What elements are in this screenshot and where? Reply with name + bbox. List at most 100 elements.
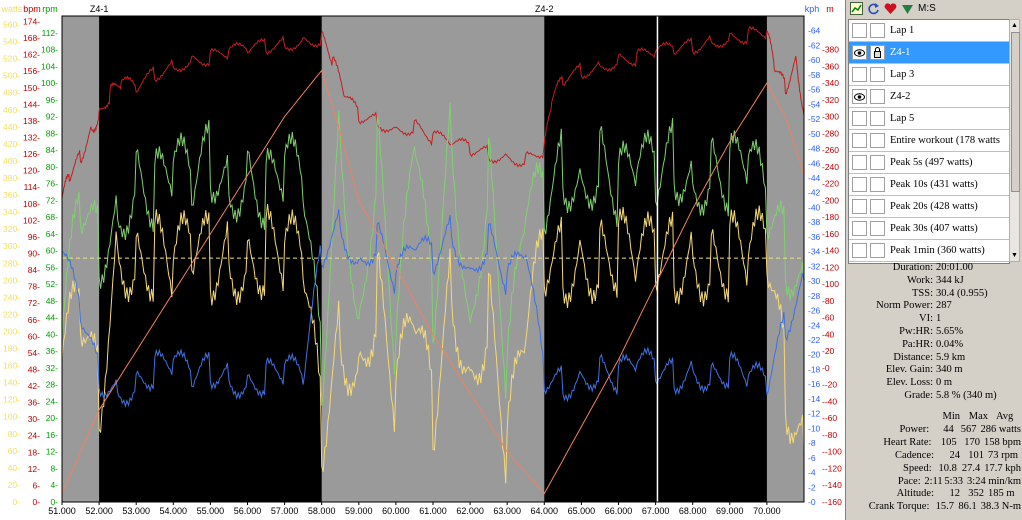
lock-icon[interactable]	[870, 45, 885, 60]
stat-label: Elev. Gain:	[885, 364, 933, 376]
tick-label: -140	[822, 246, 839, 256]
tick-label: 280-	[3, 258, 20, 268]
tick-label: 138-	[23, 116, 40, 126]
lap-row[interactable]: Peak 20s (428 watts)	[849, 196, 1009, 218]
lap-list[interactable]: Lap 1 Z4-1 Lap 3 Z4-2 Lap 5 Entire workout (1…	[848, 19, 1010, 264]
minmax-table: Power: 44 567 286 watts Heart Rate: 105 170 158…	[846, 424, 1021, 514]
lap-list-scrollbar[interactable]: ▲ ▼	[1009, 19, 1020, 262]
tick-label: 0-	[32, 497, 40, 507]
tick-label: 36-	[46, 346, 58, 356]
scroll-down-icon[interactable]: ▼	[1011, 252, 1018, 259]
minmax-max: 101	[968, 449, 984, 461]
tick-label: 24-	[46, 396, 58, 406]
lock-checkbox[interactable]	[870, 155, 885, 170]
series-line-speed	[61, 209, 805, 409]
tick-label: 560-	[3, 20, 20, 30]
tick-label: 540-	[3, 37, 20, 47]
lock-checkbox[interactable]	[870, 133, 885, 148]
lap-row[interactable]: Peak 5s (497 watts)	[849, 152, 1009, 174]
visibility-checkbox[interactable]	[852, 177, 867, 192]
minmax-max: 5:33	[944, 475, 964, 487]
time-format-label[interactable]: M:S	[918, 3, 936, 14]
minmax-avg: 185 m	[988, 488, 1015, 500]
tick-label: 320-	[3, 224, 20, 234]
lap-label: Peak 10s (431 watts)	[890, 179, 978, 190]
scroll-thumb[interactable]	[1011, 32, 1020, 192]
tick-label: 120-	[3, 395, 20, 405]
lap-row[interactable]: Peak 10s (431 watts)	[849, 174, 1009, 196]
heart-icon[interactable]	[884, 2, 897, 15]
lock-checkbox[interactable]	[870, 23, 885, 38]
peak-icon[interactable]	[901, 2, 914, 15]
tick-label: 72-	[28, 298, 40, 308]
scroll-up-icon[interactable]: ▲	[1011, 22, 1018, 29]
tick-label: -240	[822, 162, 839, 172]
eye-icon[interactable]	[852, 45, 867, 60]
lap-row[interactable]: Lap 1	[849, 20, 1009, 42]
refresh-icon[interactable]	[867, 2, 880, 15]
lap-label: Lap 5	[890, 113, 915, 124]
lap-row[interactable]: Z4-1	[849, 42, 1009, 64]
visibility-checkbox[interactable]	[852, 199, 867, 214]
tick-label: 150-	[23, 83, 40, 93]
tick-label: -62	[808, 40, 821, 50]
tick-label: 60-	[28, 331, 40, 341]
tick-label: --20	[822, 380, 837, 390]
lap-row[interactable]: Lap 5	[849, 108, 1009, 130]
visibility-checkbox[interactable]	[852, 133, 867, 148]
lock-checkbox[interactable]	[870, 177, 885, 192]
stat-label: Duration:	[892, 262, 933, 273]
tick-label: 420-	[3, 139, 20, 149]
stat-label: TSS:	[911, 287, 933, 299]
tick-label: 300-	[3, 241, 20, 251]
tick-label: 260-	[3, 275, 20, 285]
visibility-checkbox[interactable]	[852, 155, 867, 170]
chart-area[interactable]: watts 0- 20- 40- 60- 80- 100- 120- 140- 160- 180- 2…	[0, 0, 845, 520]
tick-label: 4-	[50, 480, 58, 490]
visibility-checkbox[interactable]	[852, 221, 867, 236]
x-tick-label: 53.000	[122, 506, 150, 516]
tick-label: -50	[808, 129, 821, 139]
tick-label: -260	[822, 145, 839, 155]
visibility-checkbox[interactable]	[852, 243, 867, 258]
workout-chart[interactable]: watts 0- 20- 40- 60- 80- 100- 120- 140- 160- 180- 2…	[0, 0, 845, 520]
series-line-cadence	[61, 102, 805, 406]
stat-label: Distance:	[893, 351, 933, 363]
tick-label: 40-	[8, 463, 20, 473]
lap-row[interactable]: Z4-2	[849, 86, 1009, 108]
lock-checkbox[interactable]	[870, 199, 885, 214]
chart-view-icon[interactable]	[850, 2, 863, 15]
lap-label: Peak 5s (497 watts)	[890, 157, 973, 168]
tick-label: 108-	[41, 45, 58, 55]
tick-label: --160	[822, 497, 842, 507]
tick-label: 100-	[41, 78, 58, 88]
lock-checkbox[interactable]	[870, 111, 885, 126]
tick-label: 102-	[23, 215, 40, 225]
minmax-header: Min Max Avg	[846, 411, 1021, 422]
stat-label: Work:	[907, 274, 933, 286]
visibility-checkbox[interactable]	[852, 111, 867, 126]
tick-label: 40-	[46, 329, 58, 339]
tick-label: 180-	[3, 344, 20, 354]
stat-row: TSS: 30.4 (0.955)	[846, 288, 1021, 301]
lap-row[interactable]: Peak 1min (360 watts)	[849, 240, 1009, 262]
lock-checkbox[interactable]	[870, 67, 885, 82]
tick-label: 174-	[23, 17, 40, 27]
lock-checkbox[interactable]	[870, 221, 885, 236]
lock-checkbox[interactable]	[870, 243, 885, 258]
axis-label-m: m	[826, 4, 834, 14]
lap-row[interactable]: Entire workout (178 watts	[849, 130, 1009, 152]
stat-row: Grade: 5.8 % (340 m)	[846, 390, 1021, 403]
tick-label: -26	[808, 306, 821, 316]
lap-row[interactable]: Peak 30s (407 watts)	[849, 218, 1009, 240]
tick-label: -14	[808, 394, 821, 404]
lap-row[interactable]: Lap 3	[849, 64, 1009, 86]
eye-icon[interactable]	[852, 89, 867, 104]
visibility-checkbox[interactable]	[852, 23, 867, 38]
lap-label: Peak 30s (407 watts)	[890, 223, 978, 234]
lock-checkbox[interactable]	[870, 89, 885, 104]
stat-value: 344 kJ	[936, 274, 964, 286]
tick-label: -28	[808, 291, 821, 301]
series-line-altitude	[61, 69, 805, 495]
visibility-checkbox[interactable]	[852, 67, 867, 82]
